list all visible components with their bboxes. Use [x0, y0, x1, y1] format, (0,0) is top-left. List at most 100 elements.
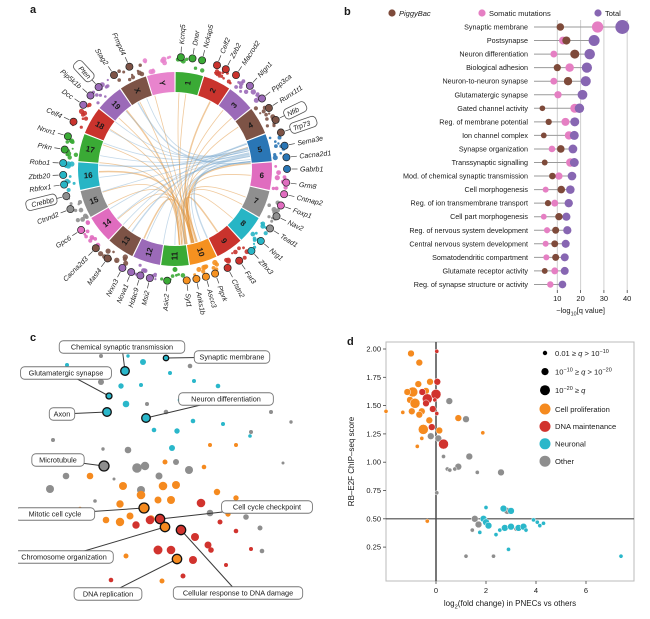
mutation-dot: [233, 249, 238, 255]
total-dot: [561, 239, 570, 248]
data-point: [491, 553, 496, 559]
gene-dot: [103, 254, 112, 263]
somatic-dot: [550, 50, 558, 58]
gene-leader-line: [264, 243, 270, 249]
annotated-bubble: [102, 407, 112, 417]
go-term-bubble: [166, 545, 176, 555]
total-dot: [560, 253, 569, 262]
mutation-dot: [260, 221, 266, 226]
gene-label: Dcc: [60, 88, 74, 101]
chromosome-label: 15: [88, 195, 100, 207]
mutation-dot: [272, 155, 278, 161]
panel-b-letter: b: [344, 6, 351, 18]
gene-box: [289, 115, 318, 134]
annotation-label: Glutamatergic synapse: [29, 369, 104, 378]
gene-dot: [94, 83, 103, 92]
axes: 0 2 4 6 2.00 1.75 1.50 1.25 1.00 0.75 0.50 0.25 log2…: [347, 345, 588, 611]
mutation-dot: [65, 140, 70, 144]
gene-dot: [77, 226, 86, 234]
go-term-bubble: [208, 547, 214, 553]
mutation-dot: [265, 117, 269, 121]
somatic-dot: [591, 21, 604, 33]
gene-label: Syt1: [184, 293, 192, 308]
mutation-dot: [276, 170, 281, 176]
mutation-dot: [130, 75, 136, 80]
go-term-bubble: [187, 363, 193, 369]
data-point: [474, 470, 480, 475]
gene-label: Cacna2d3: [62, 256, 90, 284]
annotation-box: [221, 500, 313, 514]
link-chord: [109, 128, 184, 245]
link-chord: [146, 148, 249, 240]
mutation-dot: [272, 124, 276, 128]
sv-scatter-dots: [61, 55, 288, 283]
x-tick-label: 4: [534, 586, 538, 595]
gene-label: Nova1: [116, 283, 130, 304]
gene-dot: [245, 81, 254, 90]
row-label: Biological adhesion: [466, 63, 528, 72]
gene-label: Prkn: [37, 142, 52, 151]
mutation-dot: [160, 277, 164, 281]
go-term-bubble: [99, 354, 103, 358]
gene-label: Celf2: [220, 37, 233, 55]
mutation-dot: [83, 116, 89, 121]
annotated-bubble: [141, 413, 151, 423]
legend-label: Somatic mutations: [489, 9, 551, 18]
legend: 0.01 ≥ q > 10−10 10−10 ≥ q > 10−20 10−20 ≥…: [539, 349, 616, 467]
mutation-dot: [250, 231, 256, 237]
go-term-bubble: [51, 438, 55, 442]
legend-dot: [478, 9, 486, 17]
panel-d-scatter: 0 2 4 6 2.00 1.75 1.50 1.25 1.00 0.75 0.50 0.25 log2…: [342, 334, 648, 617]
mutation-dot: [172, 267, 177, 272]
total-dot: [577, 89, 588, 100]
x-axis-label: log2(fold change) in PNECs vs others: [444, 599, 576, 610]
go-term-bubble: [162, 459, 168, 465]
go-term-bubble: [139, 383, 143, 387]
mutation-dot: [274, 144, 278, 149]
data-point: [427, 432, 435, 440]
link-chord: [174, 161, 251, 246]
gene-label: Tead1: [279, 233, 299, 249]
go-term-dot-plot: PiggyBac Somatic mutations Total Synaptic m…: [388, 9, 631, 317]
annotation-box: [18, 507, 96, 521]
gene-leader-line: [82, 88, 88, 93]
x-tick-label: 20: [576, 294, 584, 303]
mutation-dot: [98, 93, 102, 97]
data-point: [438, 438, 449, 450]
total-dot: [580, 76, 591, 87]
gene-dot: [69, 117, 78, 126]
go-term-bubble: [124, 446, 132, 454]
gene-leader-line: [72, 232, 78, 237]
annotation-box: [20, 366, 112, 380]
go-term-bubble: [191, 533, 199, 541]
go-term-bubble: [185, 466, 193, 474]
somatic-dot: [551, 267, 559, 275]
link-chord: [188, 126, 239, 242]
data-point: [428, 423, 436, 431]
go-term-bubble: [168, 371, 172, 375]
gene-leader-line: [227, 59, 231, 66]
link-chord: [116, 161, 251, 219]
gene-dot: [62, 192, 71, 201]
gene-leader-line: [147, 282, 150, 289]
chromosome-label: 16: [83, 171, 93, 181]
go-term-bubble: [86, 472, 94, 480]
link-chord: [162, 143, 247, 245]
link-chord: [122, 142, 247, 225]
gene-dot: [125, 62, 134, 71]
chromosome-label: 5: [257, 145, 264, 155]
go-term-bubble: [269, 410, 273, 414]
chromosome-label: 6: [259, 171, 265, 180]
go-term-bubble: [180, 573, 186, 579]
mutation-dot: [265, 124, 269, 128]
gene-leader-line: [100, 261, 106, 268]
total-dot: [584, 48, 595, 60]
bubbles: [46, 354, 293, 584]
mutation-dot: [211, 266, 216, 270]
data-point: [432, 397, 438, 403]
data-point: [541, 520, 546, 526]
somatic-dot: [548, 145, 556, 153]
legend-color-dot: [539, 455, 551, 467]
data-point: [434, 348, 440, 354]
mutation-dot: [196, 267, 202, 272]
